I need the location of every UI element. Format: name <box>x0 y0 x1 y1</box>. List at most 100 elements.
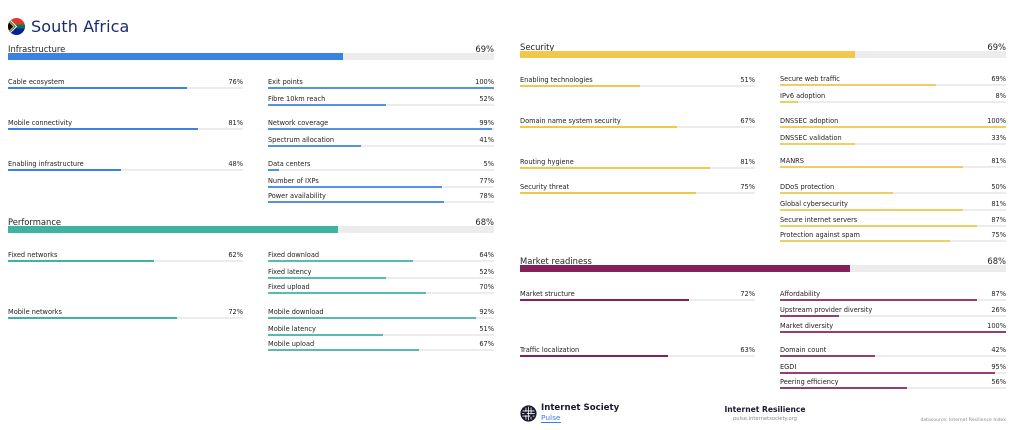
indicator-bar-fill <box>268 292 427 294</box>
category-security[interactable]: Security 69% <box>520 42 1006 60</box>
indicator-bar-fill <box>780 143 855 145</box>
group-security-threat[interactable]: Security threat 75% <box>520 183 755 195</box>
indicator-fixed-latency[interactable]: Fixed latency 52% <box>268 268 494 280</box>
category-bar-track <box>520 265 1006 272</box>
indicator-domain-count[interactable]: Domain count 42% <box>780 346 1006 358</box>
group-bar-track <box>8 260 243 262</box>
indicator-bar-track <box>268 334 494 336</box>
category-market-readiness[interactable]: Market readiness 68% <box>520 256 1006 274</box>
group-bar-track <box>8 128 243 130</box>
indicator-upstream-provider-diversity[interactable]: Upstream provider diversity 26% <box>780 306 1006 318</box>
indicator-score: 64% <box>479 251 494 259</box>
indicator-number-of-ixps[interactable]: Number of IXPs 77% <box>268 177 494 189</box>
indicator-secure-internet-servers[interactable]: Secure internet servers 87% <box>780 216 1006 228</box>
indicator-label: MANRS <box>780 157 804 165</box>
indicator-label: Power availability <box>268 192 326 200</box>
indicator-bar-track <box>780 101 1006 103</box>
indicator-fixed-download[interactable]: Fixed download 64% <box>268 251 494 263</box>
indicator-mobile-download[interactable]: Mobile download 92% <box>268 308 494 320</box>
indicator-label: Peering efficiency <box>780 378 839 386</box>
group-bar-fill <box>520 85 640 87</box>
indicator-bar-fill <box>268 186 443 188</box>
indicator-bar-fill <box>780 331 1006 333</box>
indicator-mobile-upload[interactable]: Mobile upload 67% <box>268 340 494 352</box>
indicator-bar-fill <box>780 101 799 103</box>
indicator-score: 100% <box>475 78 494 86</box>
group-bar-fill <box>8 260 154 262</box>
category-infrastructure[interactable]: Infrastructure 69% <box>8 44 494 62</box>
category-score: 68% <box>475 217 494 227</box>
pulse-link[interactable]: Pulse <box>541 413 561 423</box>
category-score: 69% <box>475 44 494 54</box>
indicator-bar-fill <box>780 209 964 211</box>
indicator-label: Secure internet servers <box>780 216 858 224</box>
category-bar-fill <box>8 53 344 60</box>
indicator-bar-track <box>268 317 494 319</box>
indicator-bar-fill <box>780 240 950 242</box>
group-bar-fill <box>520 299 690 301</box>
indicator-score: 99% <box>479 119 494 127</box>
indicator-spectrum-allocation[interactable]: Spectrum allocation 41% <box>268 136 494 148</box>
group-enabling-infrastructure[interactable]: Enabling infrastructure 48% <box>8 160 243 172</box>
indicator-affordability[interactable]: Affordability 87% <box>780 290 1006 302</box>
group-label: Market structure <box>520 290 575 298</box>
indicator-fibre-10km-reach[interactable]: Fibre 10km reach 52% <box>268 95 494 107</box>
globe-icon <box>520 405 537 422</box>
indicator-bar-track <box>780 240 1006 242</box>
indicator-manrs[interactable]: MANRS 81% <box>780 157 1006 169</box>
indicator-network-coverage[interactable]: Network coverage 99% <box>268 119 494 131</box>
group-label: Mobile networks <box>8 308 62 316</box>
indicator-label: Number of IXPs <box>268 177 319 185</box>
group-routing-hygiene[interactable]: Routing hygiene 81% <box>520 158 755 170</box>
indicator-global-cybersecurity[interactable]: Global cybersecurity 81% <box>780 200 1006 212</box>
indicator-bar-fill <box>780 126 1006 128</box>
indicator-score: 77% <box>479 177 494 185</box>
indicator-data-centers[interactable]: Data centers 5% <box>268 160 494 172</box>
indicator-bar-fill <box>780 166 964 168</box>
group-fixed-networks[interactable]: Fixed networks 62% <box>8 251 243 263</box>
indicator-secure-web-traffic[interactable]: Secure web traffic 69% <box>780 75 1006 87</box>
group-traffic-localization[interactable]: Traffic localization 63% <box>520 346 755 358</box>
internet-society-logo[interactable]: Internet Society Pulse <box>520 404 619 423</box>
group-market-structure[interactable]: Market structure 72% <box>520 290 755 302</box>
indicator-exit-points[interactable]: Exit points 100% <box>268 78 494 90</box>
category-label: Performance <box>8 217 62 227</box>
indicator-bar-track <box>268 186 494 188</box>
indicator-score: 67% <box>479 340 494 348</box>
datasource-note: datasource: Internet Resilience Index <box>920 418 1006 423</box>
indicator-score: 5% <box>483 160 494 168</box>
indicator-market-diversity[interactable]: Market diversity 100% <box>780 322 1006 334</box>
category-bar-fill <box>520 51 856 58</box>
group-enabling-technologies[interactable]: Enabling technologies 51% <box>520 76 755 88</box>
indicator-label: Network coverage <box>268 119 329 127</box>
group-domain-name-system-security[interactable]: Domain name system security 67% <box>520 117 755 129</box>
indicator-ddos-protection[interactable]: DDoS protection 50% <box>780 183 1006 195</box>
indicator-bar-fill <box>268 128 492 130</box>
indicator-peering-efficiency[interactable]: Peering efficiency 56% <box>780 378 1006 390</box>
indicator-score: 50% <box>991 183 1006 191</box>
indicator-mobile-latency[interactable]: Mobile latency 51% <box>268 325 494 337</box>
report-url[interactable]: pulse.internetsociety.org <box>733 416 797 422</box>
indicator-dnssec-validation[interactable]: DNSSEC validation 33% <box>780 134 1006 146</box>
indicator-ipv6-adoption[interactable]: IPv6 adoption 8% <box>780 92 1006 104</box>
group-cable-ecosystem[interactable]: Cable ecosystem 76% <box>8 78 243 90</box>
indicator-bar-fill <box>780 315 839 317</box>
indicator-protection-against-spam[interactable]: Protection against spam 75% <box>780 231 1006 243</box>
indicator-score: 81% <box>991 200 1006 208</box>
group-score: 72% <box>740 290 755 298</box>
indicator-bar-track <box>268 349 494 351</box>
indicator-bar-track <box>268 169 494 171</box>
indicator-egdi[interactable]: EGDI 95% <box>780 363 1006 375</box>
indicator-dnssec-adoption[interactable]: DNSSEC adoption 100% <box>780 117 1006 129</box>
indicator-bar-fill <box>780 299 977 301</box>
indicator-label: Mobile latency <box>268 325 316 333</box>
group-mobile-networks[interactable]: Mobile networks 72% <box>8 308 243 320</box>
indicator-power-availability[interactable]: Power availability 78% <box>268 192 494 204</box>
indicator-fixed-upload[interactable]: Fixed upload 70% <box>268 283 494 295</box>
group-mobile-connectivity[interactable]: Mobile connectivity 81% <box>8 119 243 131</box>
category-performance[interactable]: Performance 68% <box>8 217 494 235</box>
indicator-label: Market diversity <box>780 322 834 330</box>
group-bar-track <box>520 192 755 194</box>
indicator-bar-fill <box>268 334 384 336</box>
indicator-bar-fill <box>268 349 420 351</box>
